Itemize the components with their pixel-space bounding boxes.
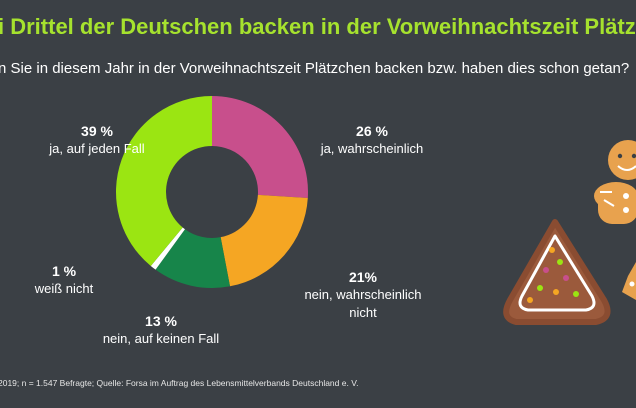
label-ja-wahrscheinlich: 26 % ja, wahrscheinlich [306,122,438,158]
label-text-nein-auf-keinen-fall: nein, auf keinen Fall [102,331,220,346]
label-text-ja-wahrscheinlich: ja, wahrscheinlich [320,141,424,156]
donut-slice-nein-auf-keinen-fall [155,229,230,288]
label-ja-auf-jeden-fall: 39 % ja, auf jeden Fall [22,122,172,158]
label-text-weiss-nicht: weiß nicht [34,281,94,296]
donut-slice-nein-wahrscheinlich-nicht [220,194,308,287]
label-text-ja-auf-jeden-fall: ja, auf jeden Fall [49,141,145,156]
label-pct-nein-auf-keinen-fall: 13 % [145,313,177,329]
label-pct-ja-wahrscheinlich: 26 % [356,123,388,139]
gingerbread-man-icon [594,140,636,224]
label-text-nein-wahrscheinlich-nicht-1: nein, wahrscheinlich [304,287,422,302]
label-text-nein-wahrscheinlich-nicht-2: nicht [349,305,377,320]
donut-slice-ja-wahrscheinlich [212,96,309,199]
donut-slice-weiß-nicht [150,227,185,270]
label-pct-nein-wahrscheinlich-nicht: 21% [348,269,378,285]
label-pct-weiss-nicht: 1 % [51,263,77,279]
label-pct-ja-auf-jeden-fall: 39 % [81,123,113,139]
donut-slice-ja-auf-jeden-fall [116,96,212,266]
gingerbread-star-icon [622,262,636,300]
chart-subtitle: n Sie in diesem Jahr in der Vorweihnacht… [0,60,630,77]
gingerbread-tree-icon [503,219,611,325]
label-nein-auf-keinen-fall: 13 % nein, auf keinen Fall [86,312,236,348]
chart-title: i Drittel der Deutschen backen in der Vo… [0,14,636,39]
footnote-source: 2019; n = 1.547 Befragte; Quelle: Forsa … [0,378,359,388]
label-nein-wahrscheinlich-nicht: 21% nein, wahrscheinlich nicht [296,268,430,322]
label-weiss-nicht: 1 % weiß nicht [24,262,104,298]
